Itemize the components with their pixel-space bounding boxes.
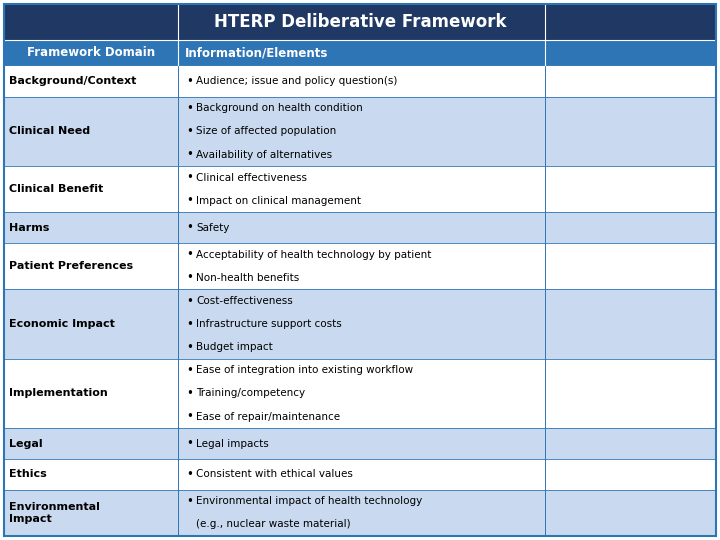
Bar [4,66,179,97]
Bar [4,490,179,536]
Bar [545,289,716,359]
Text: Impact on clinical management: Impact on clinical management [197,196,361,206]
Text: (e.g., nuclear waste material): (e.g., nuclear waste material) [197,519,351,529]
Bar [179,359,545,428]
Text: Patient Preferences: Patient Preferences [9,261,133,271]
Text: Background on health condition: Background on health condition [197,103,363,113]
Text: Cost-effectiveness: Cost-effectiveness [197,296,293,306]
Text: •: • [186,148,193,161]
Text: Acceptability of health technology by patient: Acceptability of health technology by pa… [197,250,432,260]
Bar [179,428,545,459]
Bar [4,40,179,66]
Text: Framework Domain: Framework Domain [27,46,156,59]
Text: Information/Elements: Information/Elements [184,46,328,59]
Text: Legal: Legal [9,438,42,449]
Bar [179,166,545,212]
Text: Harms: Harms [9,223,50,233]
Text: Audience; issue and policy question(s): Audience; issue and policy question(s) [197,76,398,86]
Bar [4,289,179,359]
Text: Size of affected population: Size of affected population [197,126,337,137]
Text: •: • [186,437,193,450]
Text: Training/competency: Training/competency [197,388,305,399]
Text: Non-health benefits: Non-health benefits [197,273,300,283]
Bar [179,66,545,97]
Text: Ethics: Ethics [9,469,47,480]
Bar [179,490,545,536]
Text: Environmental
Impact: Environmental Impact [9,502,100,524]
Text: Clinical Benefit: Clinical Benefit [9,184,103,194]
Text: •: • [186,341,193,354]
Text: Background/Context: Background/Context [9,76,136,86]
Bar [179,40,545,66]
Text: •: • [186,102,193,115]
Text: •: • [186,364,193,377]
Text: Clinical effectiveness: Clinical effectiveness [197,173,307,183]
Text: •: • [186,248,193,261]
Text: •: • [186,272,193,285]
Bar [545,359,716,428]
Text: •: • [186,171,193,184]
Text: •: • [186,495,193,508]
Bar [545,459,716,490]
Text: Consistent with ethical values: Consistent with ethical values [197,469,354,480]
Text: Infrastructure support costs: Infrastructure support costs [197,319,342,329]
Text: Legal impacts: Legal impacts [197,438,269,449]
Text: •: • [186,294,193,307]
Bar [4,459,179,490]
Text: •: • [186,194,193,207]
Bar [179,243,545,289]
Text: •: • [186,387,193,400]
Text: •: • [186,318,193,330]
Bar [4,212,179,243]
Bar [4,97,179,166]
Bar [545,428,716,459]
Text: Implementation: Implementation [9,388,108,399]
Text: Environmental impact of health technology: Environmental impact of health technolog… [197,496,423,507]
Text: •: • [186,75,193,88]
Bar [545,166,716,212]
Bar [545,212,716,243]
Bar [545,243,716,289]
Bar [179,459,545,490]
Bar [4,4,716,40]
Text: Budget impact: Budget impact [197,342,273,352]
Bar [545,40,716,66]
Text: Ease of integration into existing workflow: Ease of integration into existing workfl… [197,366,413,375]
Text: •: • [186,410,193,423]
Text: Availability of alternatives: Availability of alternatives [197,150,333,160]
Bar [545,490,716,536]
Text: Safety: Safety [197,223,230,233]
Bar [4,166,179,212]
Bar [545,97,716,166]
Text: •: • [186,468,193,481]
Bar [179,289,545,359]
Bar [179,97,545,166]
Text: Ease of repair/maintenance: Ease of repair/maintenance [197,411,341,422]
Text: •: • [186,125,193,138]
Text: •: • [186,221,193,234]
Bar [4,243,179,289]
Bar [4,428,179,459]
Text: HTERP Deliberative Framework: HTERP Deliberative Framework [214,13,506,31]
Bar [179,212,545,243]
Bar [4,359,179,428]
Text: Clinical Need: Clinical Need [9,126,90,137]
Bar [545,66,716,97]
Text: Economic Impact: Economic Impact [9,319,115,329]
